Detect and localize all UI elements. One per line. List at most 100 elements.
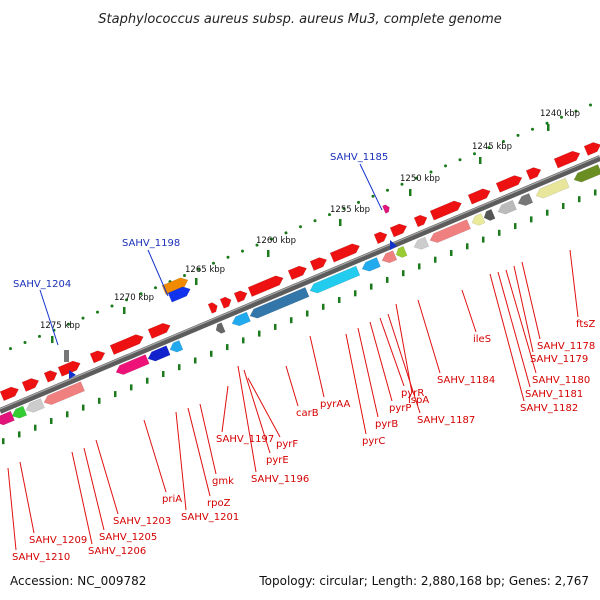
scale-major-tick xyxy=(51,336,54,343)
inner-tick xyxy=(354,290,357,297)
scale-dot xyxy=(110,304,114,308)
gene-label-SAHV_1180: SAHV_1180 xyxy=(532,375,590,386)
scale-dot xyxy=(284,231,288,235)
forward-gene-SAHV_1198-orange-shape xyxy=(161,277,189,296)
callout-line-blue-2 xyxy=(39,289,59,346)
scale-major-tick xyxy=(195,278,198,285)
reverse-gene-block-16 xyxy=(147,345,171,362)
reverse-gene-block-4 xyxy=(483,208,496,221)
scale-dot xyxy=(458,158,462,162)
gene-label-gmk: gmk xyxy=(212,476,234,487)
forward-gene-arrow-13-shape xyxy=(233,290,248,303)
callout-line-blue-1 xyxy=(147,249,169,297)
scale-dot xyxy=(183,274,186,277)
forward-gene-arrow-21-shape xyxy=(21,378,40,392)
inner-tick xyxy=(18,431,21,438)
reverse-gene-block-4-shape xyxy=(483,208,496,221)
scale-dot xyxy=(241,249,244,253)
forward-gene-arrow-8-shape xyxy=(373,231,388,245)
scale-dot xyxy=(371,194,375,198)
scale-dot xyxy=(415,176,418,180)
inner-tick xyxy=(2,438,5,445)
callout-lines xyxy=(7,163,579,551)
forward-gene-arrow-14 xyxy=(219,296,232,309)
reverse-gene-block-8 xyxy=(395,245,408,258)
forward-gene-arrow-5 xyxy=(429,200,462,221)
gene-label-SAHV_1178: SAHV_1178 xyxy=(537,341,595,352)
scale-dot xyxy=(342,207,346,210)
inner-tick xyxy=(306,310,309,317)
gene-label-SAHV_1185: SAHV_1185 xyxy=(330,152,388,163)
reverse-gene-track xyxy=(0,164,600,426)
scale-major-tick xyxy=(339,219,342,226)
forward-gene-SAHV_1198-orange xyxy=(161,277,189,296)
scale-major-tick xyxy=(267,250,270,257)
forward-gene-arrow-21 xyxy=(21,378,40,392)
gene-label-SAHV_1179: SAHV_1179 xyxy=(530,354,588,365)
reverse-gene-block-2 xyxy=(517,193,534,206)
forward-gene-arrow-1 xyxy=(553,150,581,169)
forward-gene-arrow-3 xyxy=(495,175,523,193)
forward-gene-arrow-7 xyxy=(389,223,408,238)
scale-dot xyxy=(67,322,70,326)
callout-line-red-19 xyxy=(221,385,229,433)
callout-line-red-26 xyxy=(71,451,93,545)
forward-gene-arrow-2-shape xyxy=(525,167,542,181)
scale-dot xyxy=(386,188,389,192)
forward-gene-arrow-3-shape xyxy=(495,175,523,193)
inner-tick xyxy=(562,203,565,209)
reverse-gene-block-14-shape xyxy=(215,322,226,334)
scale-dot xyxy=(531,127,534,131)
callout-line-red-13 xyxy=(345,333,367,435)
reverse-gene-block-15 xyxy=(169,340,184,353)
inner-tick xyxy=(82,404,85,411)
gene-label-pyrAA: pyrAA xyxy=(320,399,350,410)
inner-tick xyxy=(226,344,229,351)
forward-gene-arrow-11 xyxy=(287,265,307,281)
forward-gene-arrow-5-shape xyxy=(429,200,462,221)
scale-dot xyxy=(270,237,273,241)
reverse-gene-block-9-shape xyxy=(381,250,398,264)
inner-tick xyxy=(418,263,421,270)
forward-gene-arrow-16-shape xyxy=(147,322,171,339)
scale-dot xyxy=(9,347,12,351)
scale-dot xyxy=(139,292,143,296)
inner-tick xyxy=(34,424,37,431)
callout-line-red-7 xyxy=(417,299,441,374)
callout-line-red-27 xyxy=(19,461,35,534)
callout-line-red-17 xyxy=(243,369,271,454)
scale-tick-labels: 1240 kbp 1245 kbp 1250 kbp 1255 kbp 1260… xyxy=(40,109,580,331)
scale-dot xyxy=(589,103,592,107)
reverse-gene-block-10 xyxy=(361,257,381,272)
scale-major-tick xyxy=(547,124,550,131)
inner-tick xyxy=(290,317,293,324)
scale-tick-label-1275: 1275 kbp xyxy=(40,321,80,331)
reverse-gene-block-12 xyxy=(249,287,310,319)
inner-tick xyxy=(114,391,117,398)
scale-tick-label-1255: 1255 kbp xyxy=(330,205,370,215)
callout-line-red-3 xyxy=(505,269,537,374)
gene-label-SAHV_1181: SAHV_1181 xyxy=(525,389,583,400)
gene-label-pyrR: pyrR xyxy=(401,388,424,399)
scale-dot xyxy=(400,182,404,186)
forward-gene-arrow-22-shape xyxy=(0,386,19,402)
reverse-gene-labels: ftsZ SAHV_1178 SAHV_1179 SAHV_1180 SAHV_… xyxy=(12,319,595,563)
inner-tick xyxy=(258,330,261,337)
inner-tick xyxy=(370,283,373,290)
scale-tick-label-1240: 1240 kbp xyxy=(540,109,580,119)
inner-tick xyxy=(210,350,213,357)
gene-label-SAHV_1201: SAHV_1201 xyxy=(181,512,239,523)
forward-gene-labels: SAHV_1185 SAHV_1198 SAHV_1204 xyxy=(13,152,388,290)
forward-gene-arrow-1-shape xyxy=(553,150,581,169)
reverse-gene-block-18-shape xyxy=(43,381,85,406)
forward-gene-arrow-4-shape xyxy=(467,188,491,205)
gene-label-pyrE: pyrE xyxy=(266,455,289,466)
gene-label-ileS: ileS xyxy=(473,334,491,345)
callout-line-red-14 xyxy=(309,335,325,398)
gene-label-pyrP: pyrP xyxy=(389,403,411,414)
gene-label-SAHV_1198: SAHV_1198 xyxy=(122,238,180,249)
callout-line-red-28 xyxy=(7,467,17,551)
reverse-gene-block-20-shape xyxy=(11,405,28,419)
forward-gene-arrow-18-shape xyxy=(89,350,106,364)
forward-gene-arrow-20-shape xyxy=(43,370,58,383)
